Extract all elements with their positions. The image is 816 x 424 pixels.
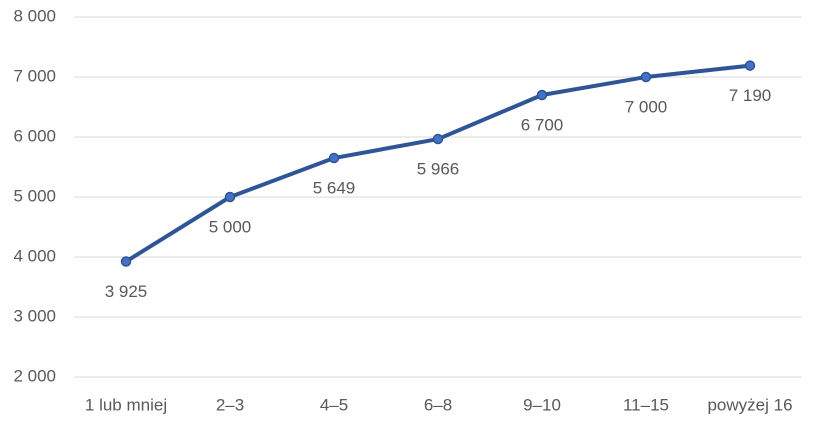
y-tick-label: 5 000 (13, 186, 56, 205)
data-label: 5 000 (209, 217, 252, 236)
data-point (536, 89, 548, 101)
data-point (120, 256, 132, 267)
x-tick-label: powyżej 16 (707, 395, 792, 414)
x-tick-label: 1 lub mniej (85, 395, 167, 414)
data-label: 3 925 (105, 282, 148, 301)
y-tick-label: 3 000 (13, 306, 56, 325)
data-label: 5 649 (313, 179, 356, 198)
data-point (432, 133, 444, 145)
x-tick-label: 4–5 (320, 395, 348, 414)
data-label: 5 966 (417, 160, 460, 179)
y-tick-label: 2 000 (13, 366, 56, 385)
y-tick-label: 8 000 (13, 6, 56, 25)
y-tick-label: 7 000 (13, 66, 56, 85)
data-label: 6 700 (521, 115, 564, 134)
data-point (224, 191, 236, 203)
data-label: 7 190 (729, 86, 772, 105)
x-tick-label: 11–15 (623, 395, 669, 414)
x-tick-label: 2–3 (216, 395, 244, 414)
data-point (640, 71, 652, 83)
y-tick-label: 4 000 (13, 246, 56, 265)
x-tick-label: 6–8 (424, 395, 452, 414)
data-point (744, 60, 756, 71)
data-point (328, 152, 340, 164)
x-tick-label: 9–10 (523, 395, 561, 414)
y-tick-label: 6 000 (13, 126, 56, 145)
data-label: 7 000 (625, 97, 668, 116)
